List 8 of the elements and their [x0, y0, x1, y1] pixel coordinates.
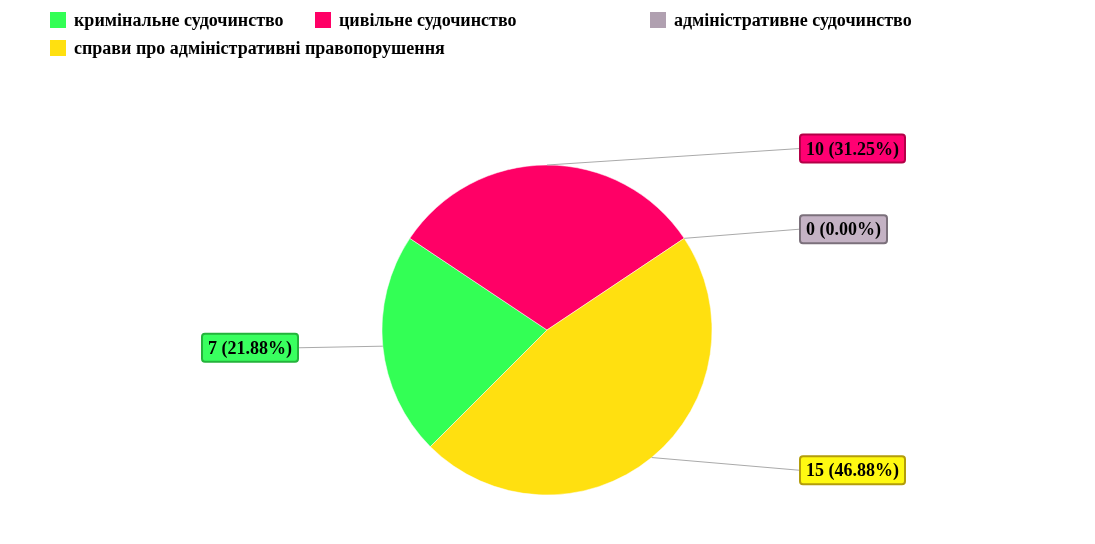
- data-label: 15 (46.88%): [806, 460, 899, 482]
- legend-label: адміністративне судочинство: [674, 10, 912, 30]
- data-label: 7 (21.88%): [208, 337, 292, 359]
- legend-label: цивільне судочинство: [339, 10, 517, 30]
- text: 0 (0.00%): [806, 219, 881, 240]
- legend-label: справи про адміністративні правопорушення: [74, 38, 446, 58]
- legend-label: кримінальне судочинство: [74, 10, 284, 30]
- data-label: 10 (31.25%): [806, 138, 899, 160]
